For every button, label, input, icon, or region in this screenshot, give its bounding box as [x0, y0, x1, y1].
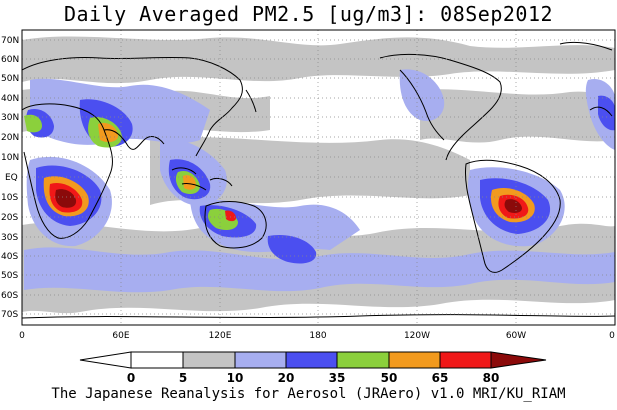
lat-label-20s: 20S — [1, 213, 18, 223]
lat-label-70n: 70N — [1, 36, 19, 46]
lat-label-40s: 40S — [1, 252, 18, 262]
darkred-africa — [55, 189, 77, 208]
colorbar-swatch-0 — [130, 351, 184, 369]
coast-new-guinea — [209, 177, 233, 187]
colorbar-label-65: 65 — [432, 371, 449, 385]
colorbar-arrow-left — [79, 351, 132, 369]
lat-label-60s: 60S — [1, 291, 18, 301]
colorbar-label-80: 80 — [483, 371, 500, 385]
colorbar-swatch-5 — [388, 351, 441, 369]
pm25-field — [22, 36, 615, 319]
lon-label-60e: 60E — [112, 331, 129, 341]
blue-tasman — [267, 234, 317, 264]
lon-label-120w: 120W — [404, 331, 430, 341]
coast-west-us — [399, 69, 445, 141]
colorbar: 0 5 10 20 35 50 65 80 — [79, 351, 547, 385]
coast-antarctica — [22, 314, 615, 319]
lat-label-10s: 10S — [1, 193, 18, 203]
colorbar-swatch-3 — [285, 351, 338, 369]
lon-label-180: 180 — [309, 331, 326, 341]
gray-band-north — [22, 36, 615, 84]
coast-greenland — [559, 41, 613, 51]
lat-label-50n: 50N — [1, 74, 19, 84]
blue-east-us — [598, 95, 615, 131]
colorbar-label-20: 20 — [278, 371, 295, 385]
colorbar-swatch-1 — [182, 351, 236, 369]
coast-japan — [245, 89, 257, 113]
coast-australia — [204, 201, 267, 249]
lon-label-0-right: 0 — [609, 331, 615, 341]
colorbar-label-35: 35 — [329, 371, 346, 385]
darkred-south-america — [504, 199, 522, 213]
lat-labels: 70N 60N 50N 40N 30N 20N 10N EQ 10S 20S 3… — [1, 36, 19, 320]
colorbar-swatch-6 — [439, 351, 492, 369]
lat-label-60n: 60N — [1, 55, 19, 65]
lon-labels: 0 60E 120E 180 120W 60W 0 — [19, 331, 615, 341]
lightblue-band-southern-ocean — [24, 247, 615, 293]
colorbar-swatch-2 — [234, 351, 287, 369]
coast-north-america — [379, 53, 502, 161]
orange-borneo — [183, 175, 196, 190]
lat-label-30s: 30S — [1, 233, 18, 243]
green-westafrica — [24, 114, 42, 133]
colorbar-label-5: 5 — [179, 371, 187, 385]
coast-java — [181, 183, 207, 191]
gray-band-pacific — [150, 137, 470, 205]
gridlines — [22, 30, 615, 325]
red-australia — [225, 210, 236, 222]
credit-line: The Japanese Reanalysis for Aerosol (JRA… — [51, 386, 566, 402]
lat-label-eq: EQ — [5, 173, 18, 183]
coast-eurasia — [22, 56, 243, 157]
map-frame — [21, 29, 616, 326]
lon-label-120e: 120E — [209, 331, 232, 341]
colorbar-label-10: 10 — [227, 371, 244, 385]
coast-sumatra — [171, 167, 197, 175]
lat-label-30n: 30N — [1, 113, 19, 123]
lat-label-20n: 20N — [1, 133, 19, 143]
lat-label-70s: 70S — [1, 310, 18, 320]
colorbar-label-0: 0 — [127, 371, 135, 385]
gray-band-atlantic — [420, 89, 615, 143]
lat-label-50s: 50S — [1, 271, 18, 281]
colorbar-arrow-right — [490, 351, 547, 369]
lat-label-40n: 40N — [1, 94, 19, 104]
map-title: Daily Averaged PM2.5 [ug/m3]: 08Sep2012 — [63, 2, 554, 26]
coast-south-america — [465, 159, 561, 273]
colorbar-swatch-4 — [336, 351, 390, 369]
lon-label-60w: 60W — [506, 331, 526, 341]
coastlines — [22, 41, 615, 319]
lon-label-0-left: 0 — [19, 331, 25, 341]
coast-africa — [22, 103, 113, 239]
colorbar-label-50: 50 — [381, 371, 398, 385]
lat-label-10n: 10N — [1, 153, 19, 163]
coast-east-us — [589, 106, 613, 117]
